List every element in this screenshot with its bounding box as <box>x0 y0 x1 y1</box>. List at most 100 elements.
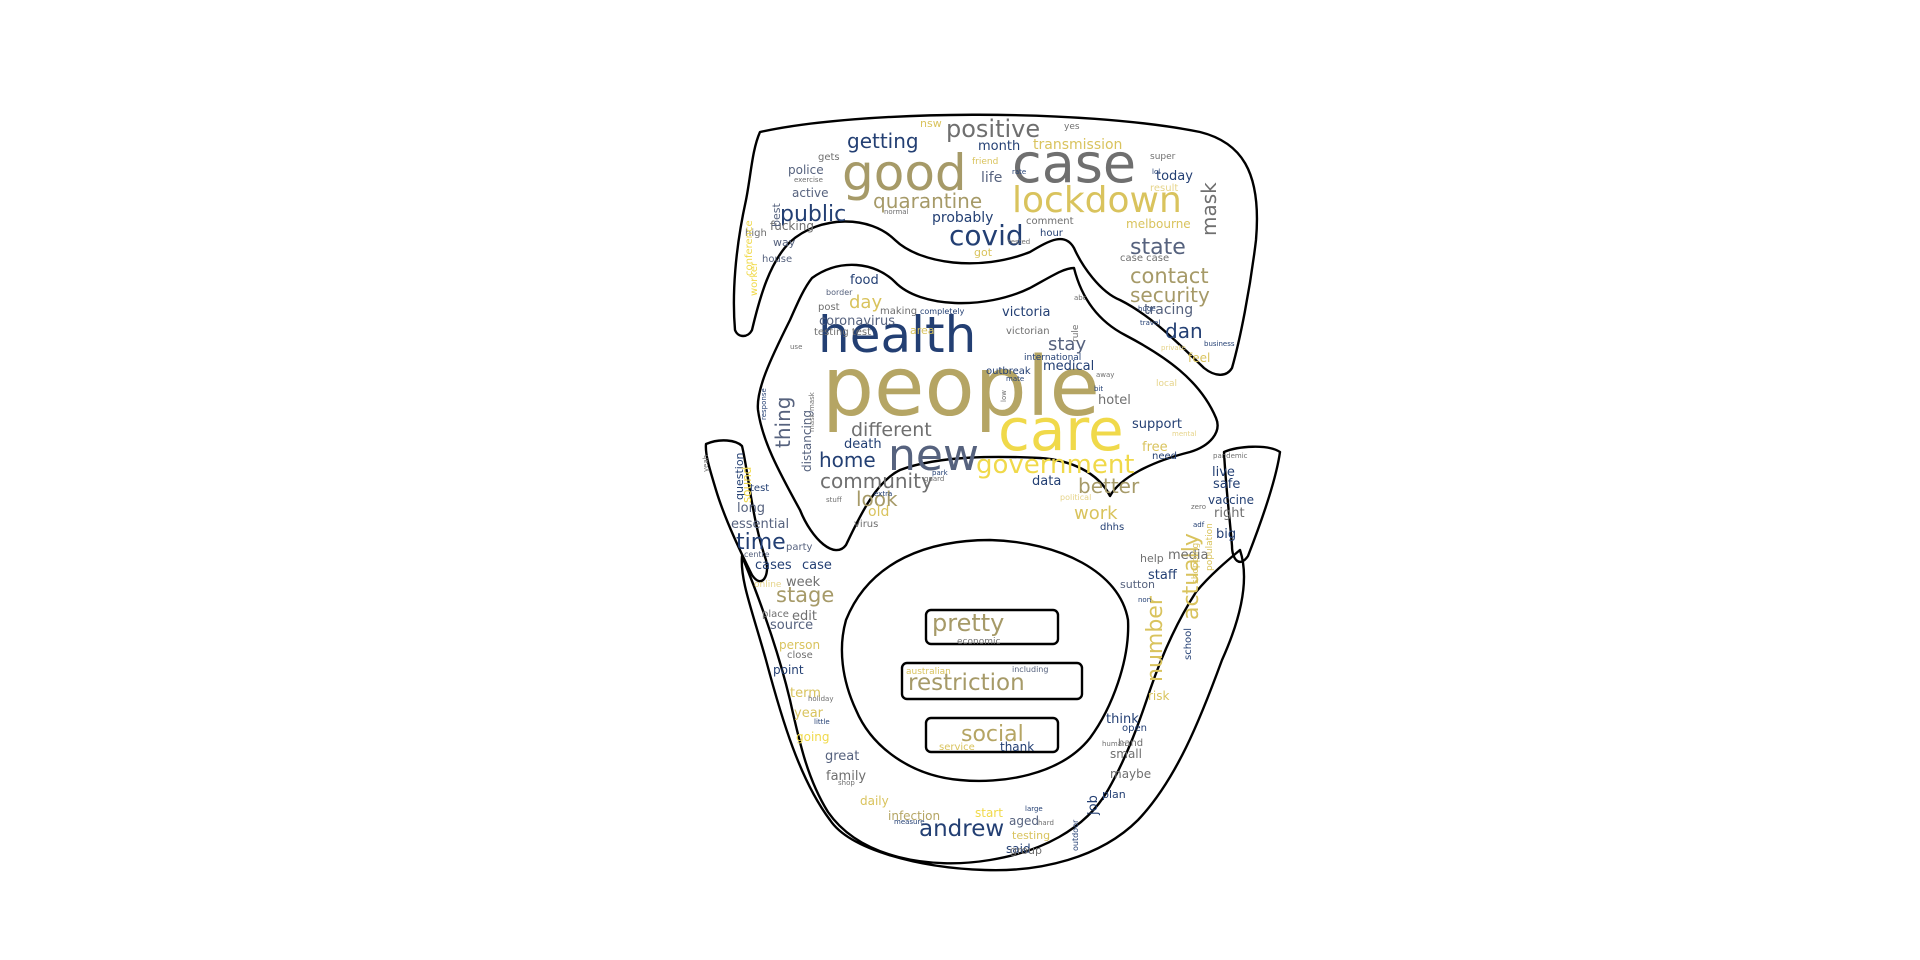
cloud-word: hotel <box>1098 393 1131 408</box>
cloud-word: completely <box>920 307 965 316</box>
cloud-word: stay <box>1048 334 1086 355</box>
cloud-word: care <box>998 396 1124 464</box>
cloud-word: public <box>780 202 846 227</box>
cloud-word: actually <box>1179 533 1204 620</box>
cloud-word: huge <box>1138 305 1156 313</box>
cloud-word: start <box>975 806 1003 820</box>
cloud-word: adf <box>1193 521 1205 529</box>
cloud-word: plan <box>1102 788 1126 801</box>
cloud-word: case case <box>1120 253 1169 264</box>
cloud-word: quarantine <box>873 189 982 213</box>
cloud-word: positive <box>946 115 1040 143</box>
cloud-word: test <box>750 483 769 494</box>
cloud-word: thing <box>771 397 795 448</box>
cloud-word: daily <box>860 794 889 808</box>
cloud-word: mask mask <box>808 391 816 432</box>
cloud-word: testing test <box>814 327 871 338</box>
cloud-word: australian <box>906 667 951 677</box>
cloud-word: online <box>754 580 782 590</box>
cloud-word: political <box>1060 493 1091 502</box>
cloud-word: source <box>770 618 813 633</box>
cloud-word: great <box>825 749 859 764</box>
cloud-word: outbreak <box>986 366 1031 377</box>
cloud-word: shop <box>838 779 855 787</box>
cloud-word: state <box>1130 235 1186 260</box>
cloud-word: new <box>888 430 979 481</box>
cloud-word: mask <box>1197 182 1221 236</box>
cloud-word: stage <box>776 583 834 607</box>
cloud-word: victorian <box>1006 326 1050 337</box>
cloud-word: non <box>1138 596 1151 604</box>
cloud-word: question <box>733 452 746 500</box>
cloud-word: house <box>762 254 792 265</box>
cloud-word: sutton <box>1120 578 1155 591</box>
cloud-word: victoria <box>1002 305 1050 320</box>
cloud-word: family <box>826 769 866 784</box>
cloud-word: distancing <box>800 410 814 472</box>
cloud-word: got <box>974 246 993 259</box>
cloud-word: away <box>1096 371 1114 379</box>
cloud-word: holiday <box>808 695 833 703</box>
cloud-word: government <box>976 450 1135 480</box>
cloud-word: number <box>1143 595 1168 682</box>
cloud-word: support <box>1132 417 1182 432</box>
cloud-word: vaccine <box>1208 493 1254 507</box>
cloud-word: including <box>1012 665 1048 674</box>
cloud-word: open <box>1122 723 1147 734</box>
cloud-word: sound <box>740 467 754 503</box>
cloud-word: pretty <box>932 609 1004 637</box>
cloud-word: social <box>961 722 1024 747</box>
cloud-word: conference <box>744 220 755 276</box>
cloud-word: life <box>981 170 1002 186</box>
cloud-word: risk <box>1148 689 1170 703</box>
cloud-word: mate <box>1006 375 1024 383</box>
cloud-word: measure <box>894 818 925 826</box>
cloud-word: person <box>779 638 820 652</box>
cloud-word: zero <box>1191 503 1206 511</box>
cloud-word: virus <box>854 519 878 530</box>
cloud-word: group <box>1010 844 1042 857</box>
cloud-word: death <box>844 437 882 452</box>
cloud-word: local <box>1156 379 1177 389</box>
cloud-word: time <box>736 530 786 555</box>
cloud-word: infection <box>888 809 940 823</box>
cloud-word: school <box>1183 628 1194 660</box>
cloud-word: hand <box>1118 738 1143 749</box>
cloud-word: point <box>773 663 804 677</box>
cloud-word: extra <box>874 490 892 498</box>
cloud-word: centre <box>744 550 770 559</box>
cloud-word: probably <box>932 210 993 226</box>
cloud-word: normal <box>884 208 909 216</box>
cloud-word: home <box>819 448 876 472</box>
cloud-word: going <box>796 730 830 744</box>
cloud-word: month <box>978 139 1020 154</box>
cloud-word: free <box>1142 440 1168 455</box>
cloud-word: way <box>773 236 796 249</box>
cloud-word: tested <box>1008 238 1030 246</box>
cloud-word: media <box>1168 548 1209 563</box>
cloud-word: data <box>1032 474 1061 489</box>
cloud-word: international <box>1024 353 1081 363</box>
cloud-word: maybe <box>1110 767 1151 781</box>
cloud-word: medical <box>1043 359 1094 374</box>
cloud-word: edit <box>792 609 817 624</box>
cloud-word: job <box>1086 795 1101 816</box>
cloud-word: tracing <box>1144 302 1193 318</box>
cloud-word: worker <box>749 261 760 296</box>
cloud-word: year <box>794 706 824 721</box>
cloud-word: park <box>932 469 949 477</box>
cloud-word: mental <box>1172 430 1197 438</box>
cloud-word: hard <box>1038 819 1054 827</box>
cloud-word: live <box>1212 465 1235 480</box>
cloud-word: abc <box>1074 294 1087 302</box>
cloud-word: right <box>1214 506 1245 521</box>
cloud-word: good <box>842 144 967 202</box>
cloud-word: gets <box>818 152 840 163</box>
cloud-word: case <box>1012 132 1136 195</box>
cloud-word: term <box>790 686 821 701</box>
cloud-word: close <box>787 650 813 661</box>
cloud-word: cases <box>755 558 792 573</box>
cloud-word: big <box>1216 527 1236 542</box>
cloud-word: guard <box>924 475 944 483</box>
